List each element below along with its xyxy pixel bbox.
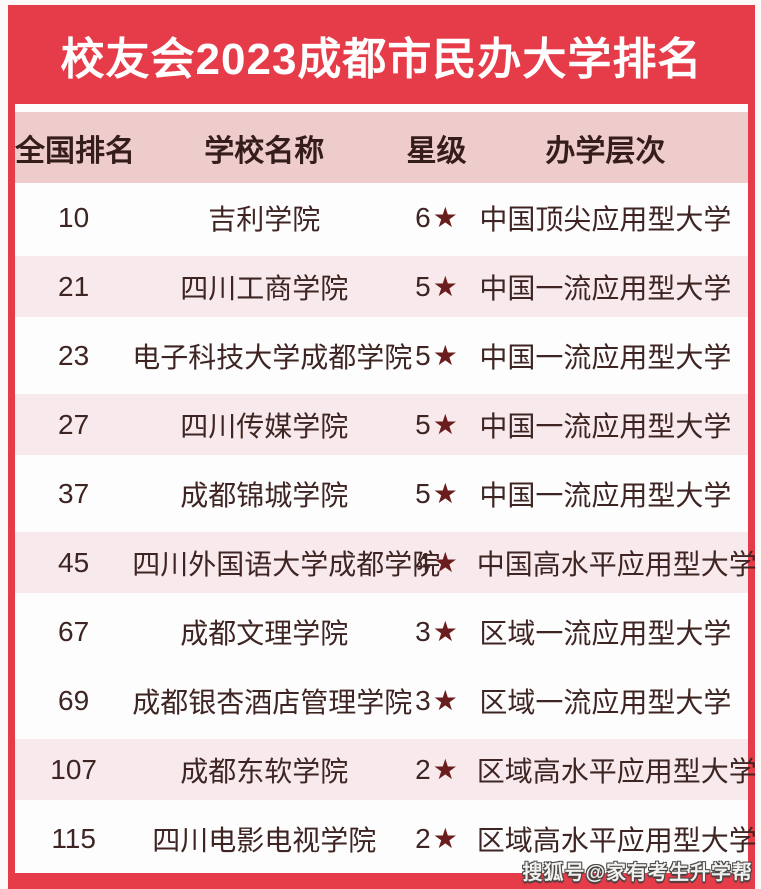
star-icon: ★ [432, 271, 458, 302]
school-name-cell: 吉利学院 [208, 203, 321, 235]
level-cell: 中国一流应用型大学 [479, 341, 732, 373]
school-name-cell: 成都银杏酒店管理学院 [132, 686, 413, 718]
table-row: 23 电子科技大学成都学院 5★ 中国一流应用型大学 [15, 321, 748, 390]
rank-cell: 115 [51, 822, 96, 854]
table-row: 27 四川传媒学院 5★ 中国一流应用型大学 [15, 390, 748, 459]
table-row: 67 成都文理学院 3★ 区域一流应用型大学 [15, 597, 748, 666]
school-name-cell: 成都东软学院 [180, 755, 349, 787]
school-name-cell: 成都锦城学院 [180, 479, 349, 511]
star-rating-cell: 5★ [396, 477, 477, 510]
table-row: 21 四川工商学院 5★ 中国一流应用型大学 [15, 252, 748, 321]
star-icon: ★ [432, 478, 458, 509]
level-cell: 中国一流应用型大学 [479, 272, 732, 304]
rank-cell: 107 [50, 753, 97, 785]
star-icon: ★ [432, 547, 458, 578]
star-count: 5 [415, 340, 431, 371]
star-rating-cell: 5★ [396, 270, 477, 303]
school-name-cell: 四川工商学院 [180, 272, 349, 304]
star-icon: ★ [432, 340, 458, 371]
school-name-cell: 电子科技大学成都学院 [132, 341, 413, 373]
rank-cell: 69 [58, 684, 90, 716]
star-icon: ★ [432, 409, 458, 440]
star-count: 5 [415, 271, 431, 302]
level-cell: 区域一流应用型大学 [479, 686, 732, 718]
rank-cell: 21 [58, 270, 90, 302]
column-header-level: 办学层次 [545, 134, 666, 168]
star-icon: ★ [432, 754, 458, 785]
level-cell: 区域一流应用型大学 [479, 617, 732, 649]
table-header: 全国排名 学校名称 星级 办学层次 [15, 112, 748, 183]
ranking-table: 全国排名 学校名称 星级 办学层次 10 吉利学院 6★ 中国顶尖应用型大学 21 四川工… [15, 104, 757, 873]
column-header-star-rating: 星级 [406, 134, 467, 168]
table-row: 107 成都东软学院 2★ 区域高水平应用型大学 [15, 735, 757, 804]
school-name-cell: 四川外国语大学成都学院 [132, 548, 441, 580]
star-rating-cell: 2★ [396, 822, 477, 855]
rank-cell: 27 [58, 408, 90, 440]
level-cell: 区域高水平应用型大学 [476, 755, 757, 787]
column-header-school-name: 学校名称 [204, 134, 325, 168]
table-row: 69 成都银杏酒店管理学院 3★ 区域一流应用型大学 [15, 666, 748, 735]
star-rating-cell: 2★ [396, 753, 477, 786]
table-row: 45 四川外国语大学成都学院 4★ 中国高水平应用型大学 [15, 528, 757, 597]
table-body: 10 吉利学院 6★ 中国顶尖应用型大学 21 四川工商学院 5★ 中国一流应用型大学 23 电子… [15, 183, 757, 873]
school-name-cell: 四川传媒学院 [180, 410, 349, 442]
ranking-card: 校友会2023成都市民办大学排名 全国排名 学校名称 星级 办学层次 10 吉利学… [8, 5, 757, 889]
table-row: 37 成都锦城学院 5★ 中国一流应用型大学 [15, 459, 748, 528]
level-cell: 中国顶尖应用型大学 [479, 203, 732, 235]
rank-cell: 45 [58, 546, 90, 578]
star-rating-cell: 5★ [396, 408, 477, 441]
school-name-cell: 成都文理学院 [180, 617, 349, 649]
star-icon: ★ [432, 685, 458, 716]
level-cell: 中国高水平应用型大学 [476, 548, 757, 580]
table-row: 115 四川电影电视学院 2★ 区域高水平应用型大学 [15, 804, 757, 873]
rank-cell: 37 [58, 477, 90, 509]
star-rating-cell: 4★ [396, 546, 477, 579]
star-count: 5 [415, 478, 431, 509]
star-count: 2 [415, 823, 431, 854]
star-count: 5 [415, 409, 431, 440]
level-cell: 中国一流应用型大学 [479, 410, 732, 442]
page-title: 校友会2023成都市民办大学排名 [60, 34, 703, 84]
rank-cell: 23 [58, 339, 90, 371]
table-row: 10 吉利学院 6★ 中国顶尖应用型大学 [15, 183, 748, 252]
star-count: 3 [415, 685, 431, 716]
level-cell: 中国一流应用型大学 [479, 479, 732, 511]
rank-cell: 10 [58, 201, 90, 233]
star-count: 3 [415, 616, 431, 647]
star-count: 2 [415, 754, 431, 785]
star-rating-cell: 6★ [396, 201, 477, 234]
watermark: 搜狐号@家有考生升学帮 [522, 862, 753, 884]
rank-cell: 67 [58, 615, 90, 647]
star-count: 4 [415, 547, 431, 578]
star-rating-cell: 3★ [396, 684, 477, 717]
star-icon: ★ [432, 823, 458, 854]
star-icon: ★ [432, 616, 458, 647]
column-header-rank: 全国排名 [15, 134, 135, 168]
school-name-cell: 四川电影电视学院 [152, 824, 377, 856]
star-count: 6 [415, 202, 431, 233]
star-rating-cell: 3★ [396, 615, 477, 648]
star-icon: ★ [432, 202, 458, 233]
level-cell: 区域高水平应用型大学 [476, 824, 757, 856]
star-rating-cell: 5★ [396, 339, 477, 372]
